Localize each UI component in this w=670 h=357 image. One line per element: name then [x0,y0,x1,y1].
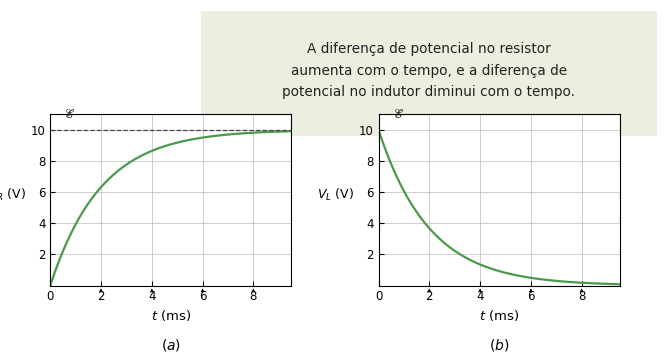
Y-axis label: $V_L$ (V): $V_L$ (V) [317,187,354,203]
X-axis label: $t$ (ms): $t$ (ms) [479,308,519,323]
X-axis label: $t$ (ms): $t$ (ms) [151,308,191,323]
Text: $\mathscr{E}$: $\mathscr{E}$ [393,107,403,121]
Y-axis label: $V_R$ (V): $V_R$ (V) [0,187,26,203]
Text: $(a)$: $(a)$ [161,337,181,353]
Text: $\mathscr{E}$: $\mathscr{E}$ [64,107,75,121]
Text: $(b)$: $(b)$ [489,337,509,353]
Text: A diferença de potencial no resistor
aumenta com o tempo, e a diferença de
poten: A diferença de potencial no resistor aum… [282,42,576,99]
